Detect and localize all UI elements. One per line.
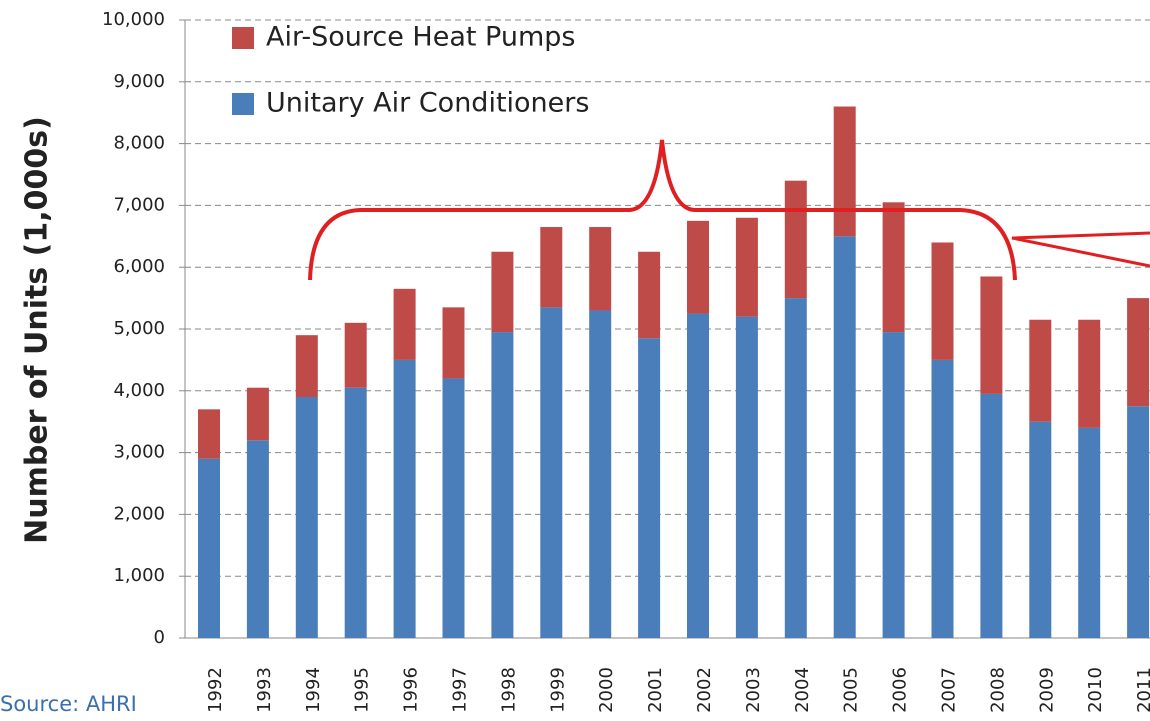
x-tick-label: 1995 [352,667,373,713]
bar-segment [1127,406,1150,638]
y-tick-label: 7,000 [113,194,165,215]
x-tick-label: 1996 [401,667,422,713]
bar-segment [393,359,416,638]
bar-segment [491,251,514,333]
bar-segment [198,458,220,638]
bar-segment [589,227,612,311]
y-tick-label: 4,000 [113,380,165,401]
bar-segment [735,316,758,638]
x-tick-label: 2007 [939,667,960,713]
bar-segment [246,387,269,441]
bar-segment [833,106,856,237]
x-tick-label: 1998 [498,667,519,713]
x-tick-label: 2004 [792,667,813,713]
bar-segment [295,335,318,397]
bar-segment [344,387,367,638]
y-tick-label: 2,000 [113,503,165,524]
y-tick-label: 3,000 [113,442,165,463]
bar-segment [442,378,465,638]
bar-segment [882,332,905,638]
y-axis-label: Number of Units (1,000s) [20,116,55,544]
bar-segment [393,288,416,360]
bar-segment [931,359,954,638]
x-tick-label: 2009 [1036,667,1057,713]
legend-swatch [232,93,254,115]
bracket-annotation [308,139,1017,281]
x-tick-label: 2003 [743,667,764,713]
y-tick-label: 8,000 [113,133,165,154]
bar-segment [491,332,514,638]
bar-segment [442,307,465,379]
bar-segment [833,236,856,639]
bar-segment [540,227,563,308]
x-tick-label: 2006 [890,667,911,713]
x-tick-label: 1994 [303,667,324,713]
x-tick-label: 1997 [450,667,471,713]
y-tick-label: 0 [154,627,165,648]
legend-swatch [232,27,254,49]
y-tick-label: 1,000 [113,565,165,586]
x-tick-label: 2005 [841,667,862,713]
x-tick-label: 2011 [1134,667,1150,713]
bar-segment [638,251,661,339]
legend-label: Air-Source Heat Pumps [266,22,575,53]
x-tick-label: 1992 [205,667,226,713]
x-tick-label: 2010 [1085,667,1106,713]
bar-segment [1078,427,1101,638]
bar-segment [295,396,318,638]
y-tick-label: 6,000 [113,256,165,277]
x-tick-label: 1999 [547,667,568,713]
bar-segment [784,298,807,638]
y-tick-label: 10,000 [102,9,165,30]
arrow-annotation [1011,231,1150,268]
bar-segment [540,307,563,638]
bar-segment [638,338,661,638]
x-tick-label: 2000 [596,667,617,713]
x-tick-label: 2002 [694,667,715,713]
bar-segment [1029,319,1052,422]
x-tick-label: 1993 [254,667,275,713]
bar-segment [980,276,1003,394]
bar-segment [246,440,269,638]
source-note: Source: AHRI [0,692,137,716]
bar-segment [1029,421,1052,638]
bar-segment [344,322,367,388]
plot-area: 0 1,000 2,000 3,000 4,000 5,000 6,000 7,000 8,00… [102,9,1150,713]
bar-segment [589,310,612,638]
x-tick-label: 2001 [645,667,666,713]
bar-segment [687,220,709,314]
bar-segment [882,202,905,333]
bar-segment [687,313,709,638]
bar-segment [735,217,758,317]
y-tick-label: 5,000 [113,318,165,339]
bar-segment [784,180,807,299]
bar-segment [980,393,1003,638]
bar-segment [198,409,220,459]
bar-segment [1127,298,1150,407]
bar-segment [1078,319,1101,428]
legend-label: Unitary Air Conditioners [266,88,589,119]
x-tick-label: 2008 [987,667,1008,713]
y-tick-label: 9,000 [113,71,165,92]
bar-segment [931,242,954,360]
